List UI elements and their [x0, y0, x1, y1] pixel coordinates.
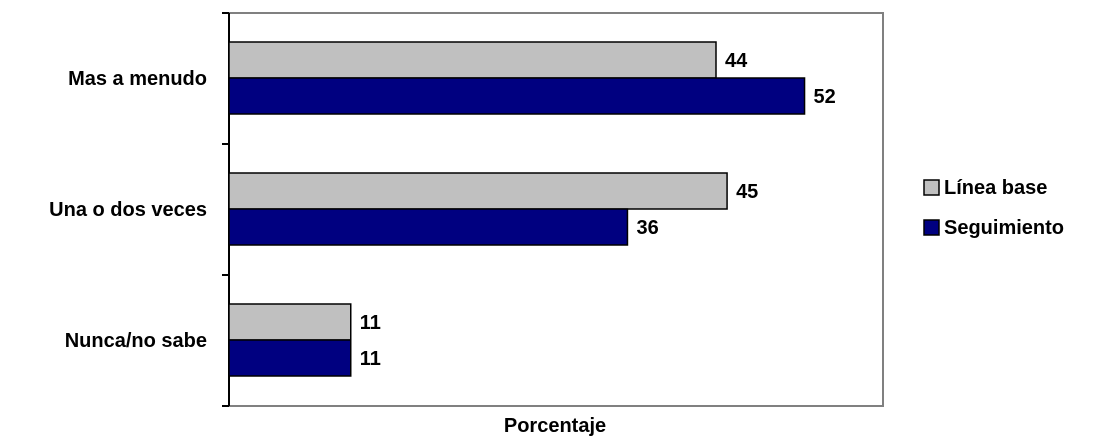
category-label: Mas a menudo: [68, 68, 207, 90]
data-label: 11: [360, 312, 381, 334]
data-label: 52: [814, 86, 836, 108]
bar-followup: [228, 208, 629, 246]
data-label: 45: [736, 181, 758, 203]
bar-baseline: [228, 303, 352, 341]
category-label: Nunca/no sabe: [65, 330, 207, 352]
bar-followup: [228, 77, 806, 115]
x-axis-label: Porcentaje: [504, 415, 606, 437]
bars-group: [228, 41, 806, 377]
data-label: 44: [725, 50, 748, 72]
legend-label: Seguimiento: [944, 217, 1064, 239]
category-label: Una o dos veces: [49, 199, 207, 221]
legend-swatch: [923, 179, 940, 196]
value-labels-group: 44 52 45 36 11 11: [360, 50, 836, 370]
legend-label: Línea base: [944, 177, 1047, 199]
bar-followup: [228, 339, 352, 377]
legend-swatch: [923, 219, 940, 236]
bar-baseline: [228, 172, 728, 210]
bar-baseline: [228, 41, 717, 79]
y-axis-ticks: [222, 12, 229, 407]
data-label: 11: [360, 348, 381, 370]
data-label: 36: [636, 217, 658, 239]
legend: Línea base Seguimiento: [923, 177, 1064, 239]
category-labels-group: Mas a menudo Una o dos veces Nunca/no sabe: [49, 68, 207, 352]
